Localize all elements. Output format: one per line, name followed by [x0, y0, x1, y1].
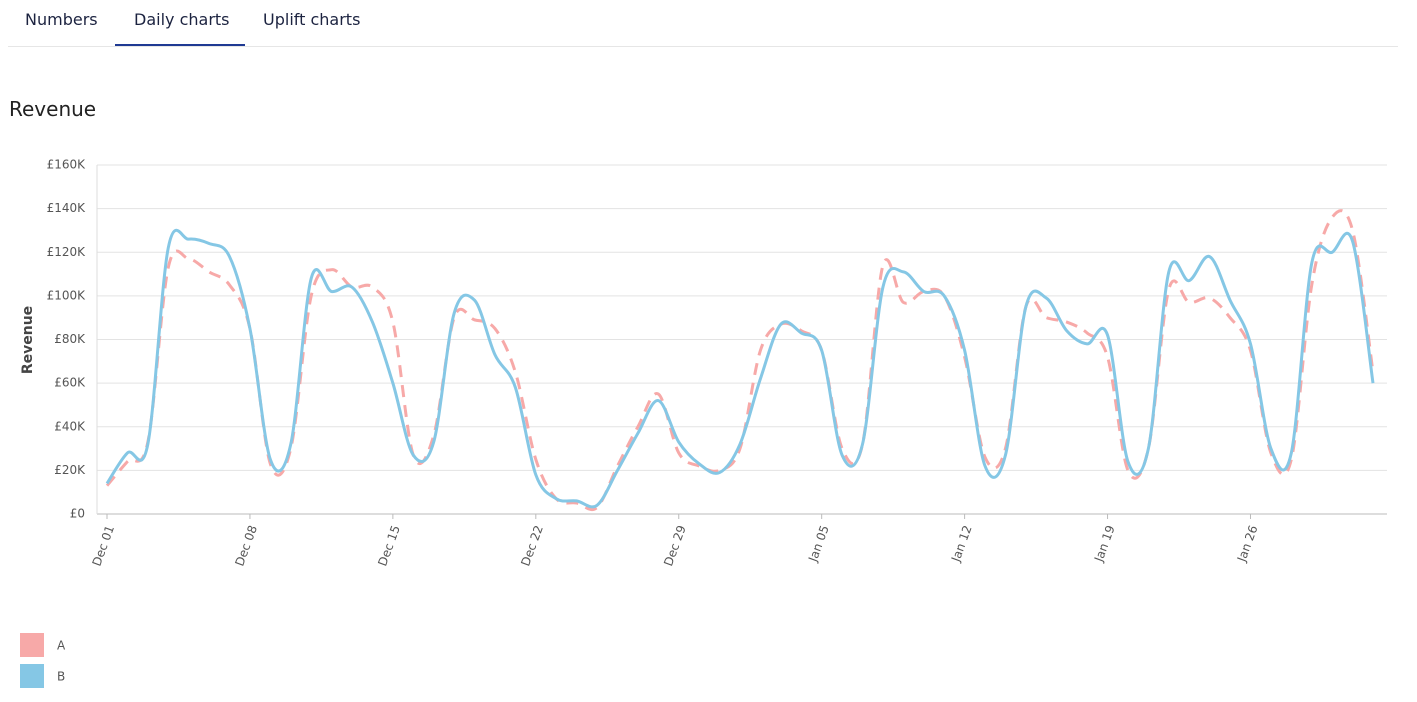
legend-swatch [20, 633, 44, 657]
y-tick-label: £40K [54, 419, 86, 433]
x-tick-label: Dec 22 [518, 523, 546, 568]
tab[interactable]: Uplift charts [263, 10, 361, 29]
y-tick-label: £120K [47, 245, 87, 259]
y-tick-label: £140K [47, 201, 87, 215]
y-axis-label: Revenue [20, 306, 36, 374]
legend-swatch [20, 664, 44, 688]
x-tick-label: Dec 08 [232, 523, 260, 568]
x-tick-label: Jan 05 [805, 523, 831, 564]
y-tick-label: £100K [47, 288, 87, 302]
legend-label: A [57, 639, 66, 653]
x-tick-label: Jan 19 [1091, 523, 1117, 564]
series-line [105, 209, 1375, 512]
tab-active[interactable]: Daily charts [134, 10, 230, 29]
tab-separator [8, 46, 1398, 47]
y-tick-label: £80K [54, 332, 86, 346]
legend-label: B [57, 670, 65, 684]
y-tick-label: £160K [47, 158, 87, 172]
y-tick-label: £0 [70, 507, 85, 521]
x-tick-label: Dec 15 [375, 523, 403, 568]
y-tick-label: £60K [54, 376, 86, 390]
x-tick-label: Dec 29 [661, 523, 689, 568]
y-tick-label: £20K [54, 463, 86, 477]
x-tick-label: Dec 01 [89, 523, 117, 568]
chart-title: Revenue [9, 97, 97, 121]
tab[interactable]: Numbers [25, 10, 98, 29]
series-line [105, 228, 1375, 509]
active-tab-underline [115, 44, 245, 46]
x-tick-label: Jan 12 [948, 523, 974, 564]
x-tick-label: Jan 26 [1234, 523, 1260, 564]
